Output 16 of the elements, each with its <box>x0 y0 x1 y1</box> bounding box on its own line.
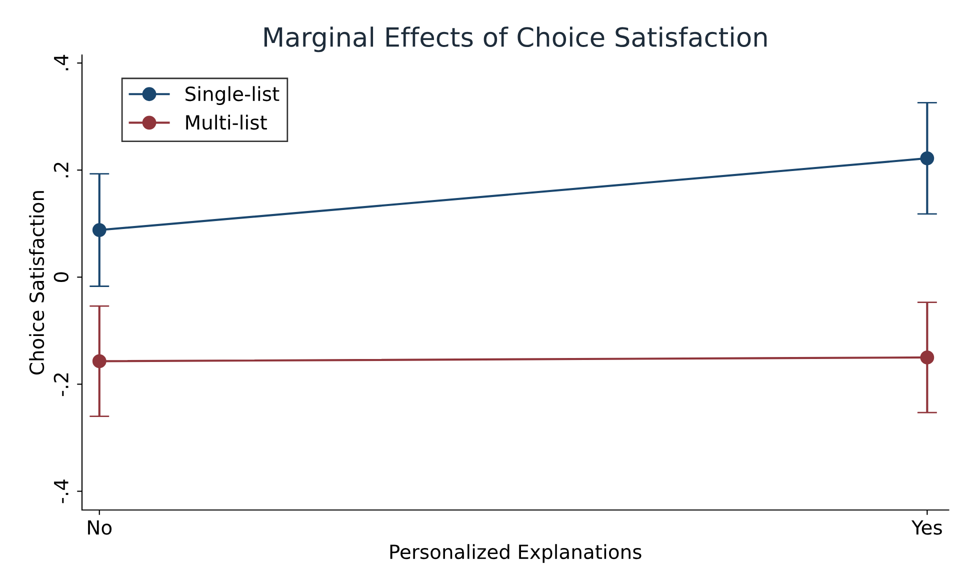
point <box>920 151 934 166</box>
point <box>92 354 106 368</box>
x-axis-title: Personalized Explanations <box>390 544 642 563</box>
x-tick-label: Yes <box>911 520 942 535</box>
y-tick-label: 0 <box>54 272 69 282</box>
y-tick-label: -.4 <box>54 480 68 504</box>
chart-title: Marginal Effects of Choice Satisfaction <box>264 26 767 52</box>
y-tick-label: -.2 <box>54 373 68 396</box>
legend-label: Single-list <box>186 86 280 105</box>
x-tick-label: No <box>88 520 112 535</box>
point <box>920 350 934 364</box>
y-tick-label: .4 <box>54 54 68 70</box>
y-axis-title: Choice Satisfaction <box>29 191 44 374</box>
y-tick-label: .2 <box>54 162 68 178</box>
point <box>92 223 106 237</box>
legend-label: Multi-list <box>186 114 267 130</box>
